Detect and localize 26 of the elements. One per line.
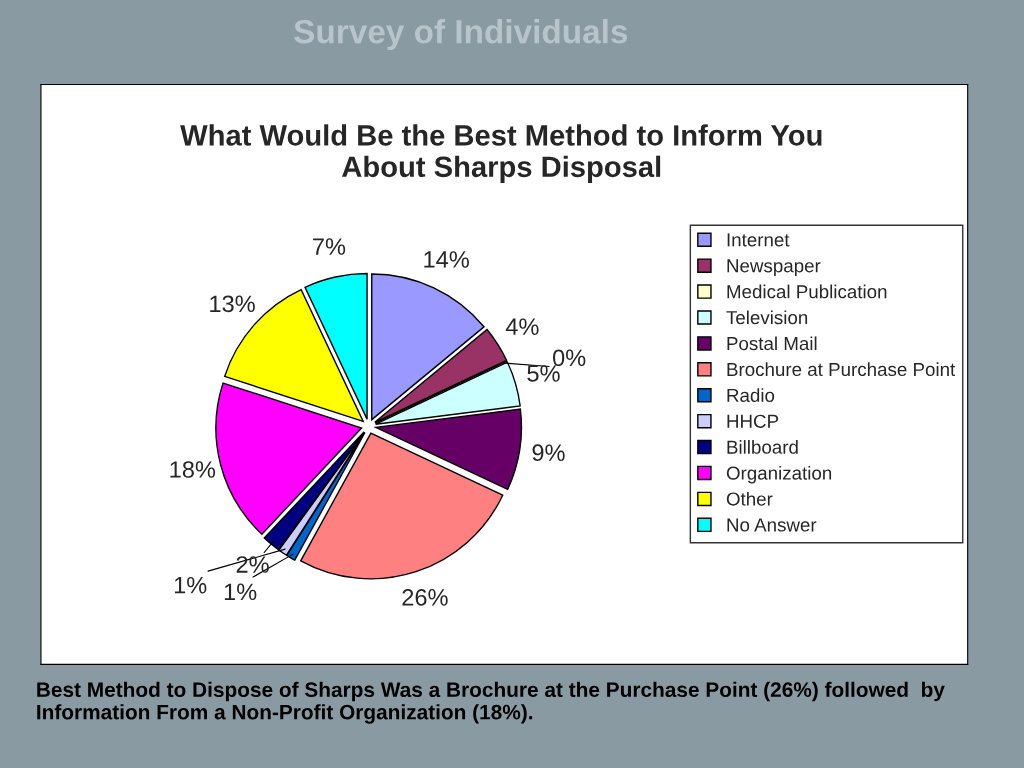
data-label: 4% bbox=[505, 318, 539, 335]
legend-label: Medical Publication bbox=[727, 284, 887, 299]
text: 0% bbox=[552, 349, 586, 367]
data-label: 1% bbox=[174, 576, 207, 594]
data-label: 2% bbox=[236, 556, 269, 573]
legend-label: Newspaper bbox=[727, 259, 821, 277]
data-label: 9% bbox=[532, 444, 565, 462]
chart-subtitle: What Would Be the Best Method to Inform You About Sharps Disposal bbox=[180, 124, 822, 183]
legend-label: Billboard bbox=[727, 440, 798, 454]
legend-label: Postal Mail bbox=[727, 336, 817, 351]
text: Best Method to Dispose of Sharps Was a Brochure at the Purchase Point (26%) followed by Information From a Non-Profit Organization (18%). bbox=[37, 681, 945, 724]
data-label: 26% bbox=[402, 589, 448, 606]
legend-label: Radio bbox=[727, 388, 775, 402]
legend-label: Internet bbox=[727, 233, 790, 247]
data-label: 1% bbox=[224, 583, 257, 601]
data-label: 13% bbox=[210, 295, 255, 313]
data-label: 14% bbox=[424, 251, 469, 268]
data-label: 18% bbox=[170, 461, 216, 478]
legend-label: Other bbox=[726, 491, 773, 506]
legend-label: HHCP bbox=[727, 414, 779, 428]
data-label: 7% bbox=[313, 238, 346, 255]
legend-label: Television bbox=[726, 310, 808, 325]
legend-label: Brochure at Purchase Point bbox=[727, 362, 956, 377]
data-label: 5% bbox=[527, 365, 560, 382]
legend-label: Organization bbox=[726, 465, 832, 484]
legend-label: No Answer bbox=[727, 518, 817, 532]
